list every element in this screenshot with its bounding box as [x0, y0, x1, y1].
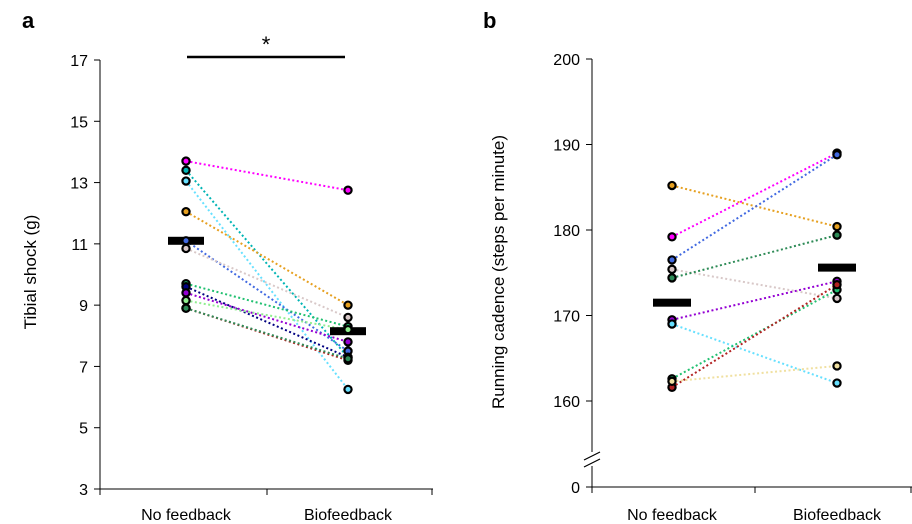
data-point	[181, 156, 191, 166]
series-line	[185, 169, 349, 358]
series-line	[671, 364, 838, 383]
means-a	[168, 236, 366, 336]
x-category-label: No feedback	[627, 507, 718, 524]
data-point	[667, 180, 677, 191]
series-line	[671, 234, 838, 279]
x-category-label: No feedback	[141, 507, 232, 524]
data-point	[343, 354, 353, 364]
data-point	[832, 150, 842, 160]
series-line	[671, 152, 838, 238]
points-b	[667, 148, 842, 393]
y-tick-label: 7	[79, 359, 88, 376]
points-a	[181, 156, 353, 395]
y-axis-title-b: Running cadence (steps per minute)	[489, 135, 508, 409]
data-point	[667, 232, 677, 242]
data-point	[181, 288, 191, 298]
data-point	[343, 337, 353, 347]
x-category-label: Biofeedback	[793, 507, 882, 524]
data-point	[343, 185, 353, 195]
data-point	[667, 255, 677, 265]
panel-label-b: b	[483, 8, 496, 33]
y-tick-label: 200	[553, 52, 580, 69]
data-point	[667, 264, 677, 275]
panel-label-a: a	[22, 8, 35, 33]
series-line	[185, 239, 349, 352]
panel-b: b Running cadence (steps per minute) 0 16…	[483, 8, 912, 524]
data-point	[343, 384, 353, 395]
y-tick-label: 15	[70, 114, 88, 131]
y-tick-label: 17	[70, 53, 88, 70]
y-tick-label: 170	[553, 309, 580, 326]
y-axis-title-a: Tibial shock (g)	[21, 215, 40, 330]
panel-a: a Tibial shock (g) 3 5 7 9 11 13 15 17 No feedba…	[21, 8, 433, 524]
means-b	[653, 263, 856, 307]
data-point	[181, 295, 191, 306]
data-point	[832, 221, 842, 232]
data-point	[667, 319, 677, 329]
mean-bar	[653, 298, 691, 307]
series-lines-b	[671, 152, 838, 389]
series-line	[185, 180, 349, 391]
y-tick-label: 160	[553, 394, 580, 411]
y-tick-label: 0	[571, 480, 580, 497]
series-line	[185, 285, 349, 359]
axes-b: 0 160 170 180 190 200 No feedback Biofeedback	[553, 52, 912, 524]
y-tick-label: 5	[79, 421, 88, 438]
series-line	[671, 280, 838, 321]
data-point	[181, 176, 191, 186]
series-line	[671, 153, 838, 261]
series-line	[185, 282, 349, 328]
series-line	[185, 247, 349, 319]
data-point	[832, 361, 842, 371]
data-point	[343, 324, 353, 335]
series-line	[185, 210, 349, 307]
axis-break-mark	[583, 451, 601, 461]
data-point	[343, 312, 353, 323]
axis-break-mark	[583, 458, 601, 468]
series-line	[671, 283, 838, 389]
significance-marker: *	[262, 32, 271, 57]
axes-a: 3 5 7 9 11 13 15 17 No feedback Biofeedback	[70, 53, 433, 524]
mean-bar	[818, 263, 856, 272]
y-tick-label: 11	[71, 237, 88, 254]
series-lines-a	[185, 160, 349, 391]
series-line	[185, 160, 349, 192]
data-point	[181, 236, 191, 246]
series-line	[671, 268, 838, 300]
y-tick-label: 190	[553, 138, 580, 155]
series-line	[185, 307, 349, 360]
data-point	[667, 376, 677, 387]
data-point	[343, 300, 353, 310]
y-tick-label: 180	[553, 223, 580, 240]
data-point	[832, 378, 842, 388]
data-point	[181, 165, 191, 176]
data-point	[181, 206, 191, 217]
data-point	[832, 293, 842, 304]
y-tick-label: 3	[79, 482, 88, 499]
data-point	[832, 280, 842, 290]
y-tick-label: 9	[79, 298, 88, 315]
series-line	[185, 299, 349, 331]
series-line	[671, 184, 838, 228]
data-point	[832, 230, 842, 240]
data-point	[667, 273, 677, 283]
series-line	[671, 288, 838, 380]
y-tick-label: 13	[70, 176, 88, 193]
data-point	[181, 243, 191, 254]
series-line	[185, 291, 349, 343]
data-point	[181, 303, 191, 313]
x-category-label: Biofeedback	[304, 507, 393, 524]
